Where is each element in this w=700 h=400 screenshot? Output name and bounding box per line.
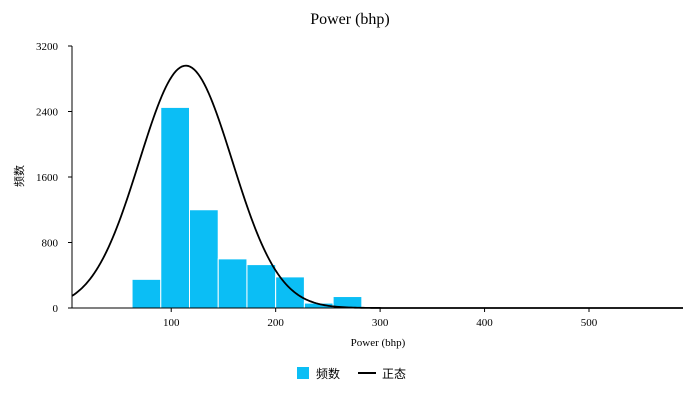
legend-label-histogram: 频数 — [316, 366, 340, 381]
histogram-bar-3 — [217, 258, 248, 309]
chart-title: Power (bhp) — [310, 11, 390, 28]
legend: 频数 正态 — [297, 366, 406, 381]
y-tick-label: 800 — [42, 238, 59, 250]
x-axis-label: Power (bhp) — [351, 337, 406, 349]
legend-label-normal: 正态 — [382, 367, 406, 381]
y-tick-label: 0 — [53, 303, 59, 315]
y-tick-label: 2400 — [36, 107, 59, 119]
x-axis-ticks: 100 200 300 400 500 — [163, 308, 598, 329]
x-tick-label: 200 — [267, 317, 284, 329]
legend-swatch-histogram — [297, 367, 309, 379]
x-tick-label: 100 — [163, 317, 180, 329]
x-tick-label: 400 — [476, 317, 493, 329]
y-axis-ticks: 0 800 1600 2400 3200 — [36, 41, 72, 315]
y-axis-label: 频数 — [12, 165, 26, 187]
bars-group — [131, 106, 363, 309]
histogram-bar-1 — [160, 106, 190, 309]
histogram-bar-4 — [246, 264, 277, 309]
axes-group: 100 200 300 400 500 0 800 1600 2400 3200 — [36, 41, 683, 329]
y-tick-label: 3200 — [36, 41, 59, 53]
x-tick-label: 500 — [581, 317, 598, 329]
x-tick-label: 300 — [372, 317, 389, 329]
histogram-bar-5 — [275, 276, 305, 309]
y-tick-label: 1600 — [36, 172, 59, 184]
histogram-bar-2 — [189, 209, 219, 309]
histogram-bar-0 — [131, 278, 162, 309]
